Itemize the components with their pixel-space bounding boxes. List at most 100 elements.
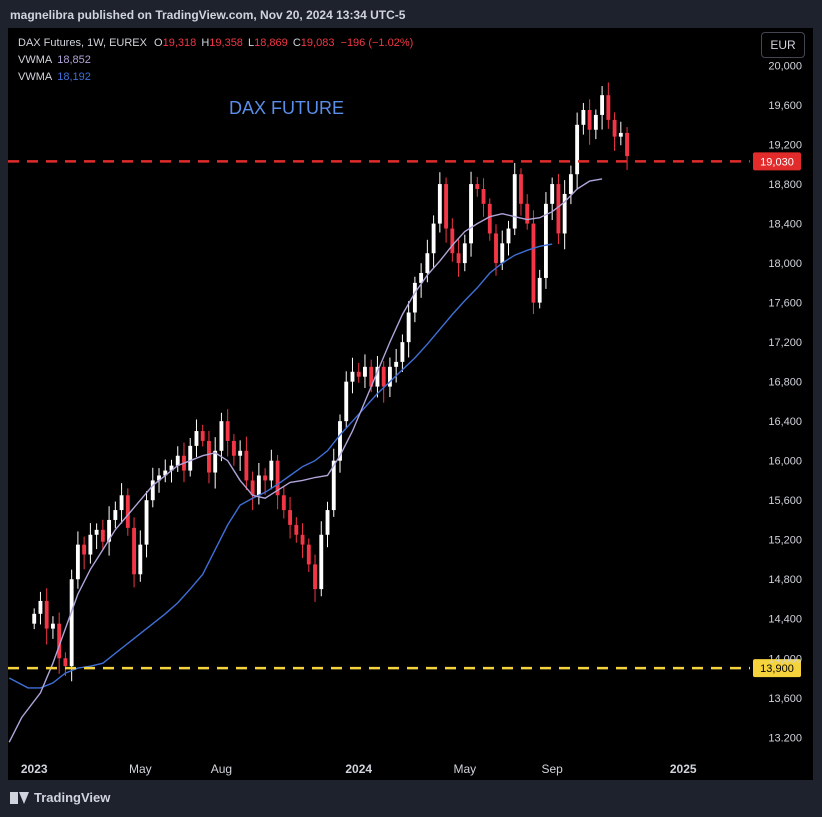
candle-body	[306, 544, 311, 565]
y-tick-label: 14,000	[768, 653, 802, 665]
candle-body	[537, 277, 542, 303]
candle-body	[331, 460, 336, 511]
high-label: H	[201, 37, 210, 49]
candle-body	[157, 475, 161, 481]
candle-body	[606, 95, 611, 120]
candle-body	[512, 174, 517, 229]
vwma-fast-value: 18,852	[57, 54, 91, 66]
candle-body	[107, 519, 112, 542]
currency-button[interactable]: EUR	[761, 32, 805, 58]
candle-body	[113, 510, 118, 520]
candle-body	[213, 450, 218, 473]
candle-body	[612, 119, 617, 137]
low-label: L	[248, 37, 255, 49]
candle-body	[325, 510, 330, 535]
candle-body	[550, 184, 555, 204]
close-value: 19,083	[300, 37, 335, 49]
support-price-tag	[753, 659, 801, 678]
candle-body	[125, 495, 130, 528]
y-tick-label: 18,800	[768, 179, 802, 191]
y-tick-label: 19,600	[768, 100, 802, 112]
candle-body	[625, 132, 629, 157]
candle-body	[300, 534, 305, 545]
publisher-bar: magnelibra published on TradingView.com,…	[0, 0, 822, 28]
y-tick-label: 16,400	[768, 416, 802, 428]
vwma-fast-label: VWMA	[18, 54, 53, 66]
candle-body	[244, 450, 249, 481]
candle-body	[431, 223, 436, 254]
candlestick-chart[interactable]: 19,030 13,900 13.200 13,600 14,000 14,400 14,8…	[8, 28, 813, 780]
y-tick-label: 15,600	[768, 495, 802, 507]
change-value: −196 (−1.02%)	[340, 37, 414, 49]
candle-body	[456, 253, 461, 264]
candle-body	[575, 124, 580, 175]
candle-body	[350, 371, 355, 382]
candle-body	[394, 361, 399, 367]
y-tick-label: 14,400	[768, 614, 802, 626]
candle-body	[225, 421, 230, 441]
candle-body	[44, 600, 49, 629]
symbol-label: DAX Futures, 1W, EUREX	[18, 37, 147, 49]
candle-body	[169, 465, 174, 471]
candle-body	[163, 470, 168, 476]
candle-body	[238, 450, 243, 456]
candle-body	[525, 203, 530, 224]
candle-body	[313, 564, 317, 590]
candle-body	[600, 95, 605, 115]
candle-body	[556, 184, 561, 234]
candle-body	[338, 421, 342, 461]
vwma-fast-line	[8, 178, 603, 743]
candle-body	[207, 440, 211, 473]
candle-body	[531, 223, 536, 303]
resistance-price-tag	[753, 152, 801, 171]
y-tick-label: 17,200	[768, 337, 802, 349]
candle-body	[562, 193, 567, 234]
y-tick-label: 13,600	[768, 693, 802, 705]
chart-title-annotation: DAX FUTURE	[229, 98, 345, 118]
vwma-slow-label: VWMA	[18, 71, 53, 83]
candle-body	[50, 623, 55, 629]
candle-body	[294, 524, 299, 535]
candle-body	[618, 132, 623, 137]
candle-body	[462, 243, 467, 264]
candle-body	[481, 189, 486, 204]
candle-body	[581, 109, 586, 125]
candle-body	[319, 534, 324, 590]
candle-body	[494, 233, 498, 264]
candle-body	[275, 460, 280, 496]
candle-body	[412, 282, 417, 313]
candle-body	[219, 421, 224, 451]
candle-body	[506, 228, 511, 244]
candle-body	[387, 366, 392, 387]
candle-body	[281, 495, 286, 511]
candle-body	[32, 613, 37, 624]
chart-frame[interactable]: 19,030 13,900 13.200 13,600 14,000 14,400 14,8…	[8, 28, 813, 780]
high-value: 19,358	[209, 37, 243, 49]
candle-body	[200, 431, 205, 441]
support-price-label: 13,900	[760, 663, 794, 675]
y-tick-label: 13.200	[768, 732, 802, 744]
y-tick-label: 19,200	[768, 140, 802, 152]
candle-body	[381, 366, 386, 387]
candle-body	[144, 500, 149, 545]
tradingview-footer[interactable]: TradingView	[10, 790, 110, 805]
candle-body	[344, 381, 349, 422]
candle-body	[406, 312, 411, 343]
y-tick-label: 17,600	[768, 298, 802, 310]
candle-body	[69, 579, 74, 667]
y-tick-label: 16,000	[768, 456, 802, 468]
candle-body	[263, 475, 268, 481]
y-tick-label: 20,000	[768, 61, 802, 73]
vwma-slow-row: VWMA 18,192	[18, 69, 413, 86]
vwma-slow-line	[8, 243, 553, 689]
candle-body	[175, 455, 180, 466]
y-tick-label: 14,800	[768, 574, 802, 586]
resistance-price-label: 19,030	[760, 156, 794, 168]
x-tick-label: 2023	[21, 762, 48, 776]
candle-body	[425, 253, 430, 273]
x-tick-label: Aug	[211, 762, 232, 776]
candle-body	[475, 184, 480, 190]
y-tick-label: 18,400	[768, 219, 802, 231]
candle-body	[231, 440, 236, 456]
x-tick-label: May	[129, 762, 152, 776]
